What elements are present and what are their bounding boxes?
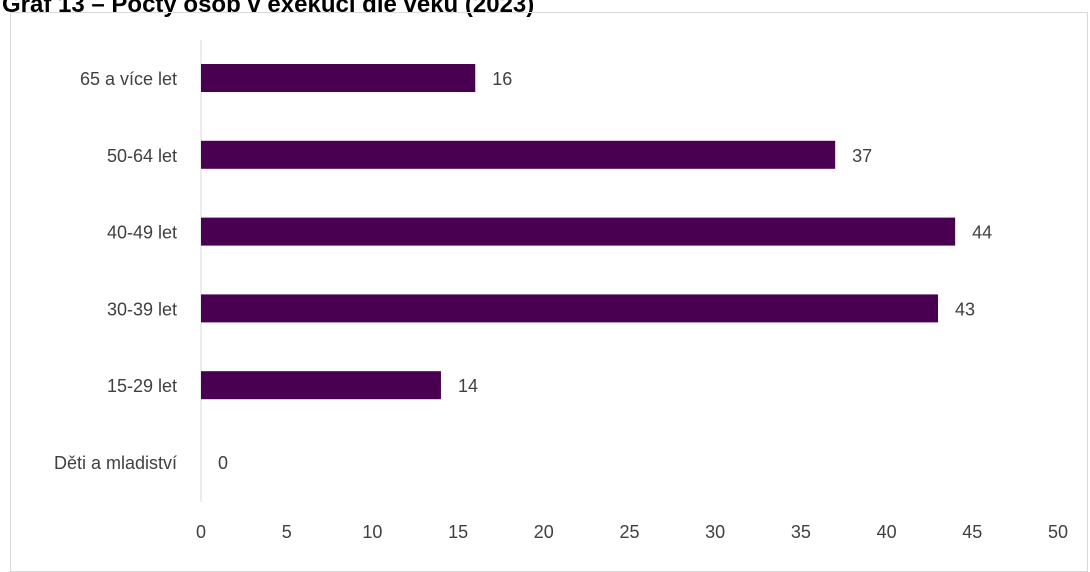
x-tick-label: 35 xyxy=(791,522,811,542)
data-label: 43 xyxy=(955,299,975,319)
data-label: 0 xyxy=(218,453,228,473)
x-tick-label: 5 xyxy=(282,522,292,542)
bar xyxy=(201,371,441,400)
x-tick-label: 25 xyxy=(619,522,639,542)
x-tick-label: 40 xyxy=(877,522,897,542)
data-label: 44 xyxy=(972,223,992,243)
x-tick-label: 15 xyxy=(448,522,468,542)
x-tick-label: 30 xyxy=(705,522,725,542)
bar-chart: 65 a více let 16 50-64 let 37 40-49 let 44 30-… xyxy=(54,40,1068,542)
category-label: 65 a více let xyxy=(80,69,177,89)
category-label: 40-49 let xyxy=(107,223,177,243)
data-label: 37 xyxy=(852,146,872,166)
data-label: 14 xyxy=(458,376,478,396)
x-tick-label: 20 xyxy=(534,522,554,542)
category-label: 15-29 let xyxy=(107,376,177,396)
bar xyxy=(201,294,939,323)
x-tick-label: 10 xyxy=(362,522,382,542)
category-label: Děti a mladiství xyxy=(54,453,177,473)
category-label: 30-39 let xyxy=(107,299,177,319)
bar xyxy=(201,64,476,92)
x-tick-label: 45 xyxy=(962,522,982,542)
chart-title: Graf 13 – Počty osob v exekuci dle věku … xyxy=(2,0,535,18)
x-tick-label: 0 xyxy=(196,522,206,542)
category-label: 50-64 let xyxy=(107,146,177,166)
data-label: 16 xyxy=(492,69,512,89)
bar xyxy=(201,140,836,169)
bar xyxy=(201,217,956,246)
x-tick-label: 50 xyxy=(1048,522,1068,542)
